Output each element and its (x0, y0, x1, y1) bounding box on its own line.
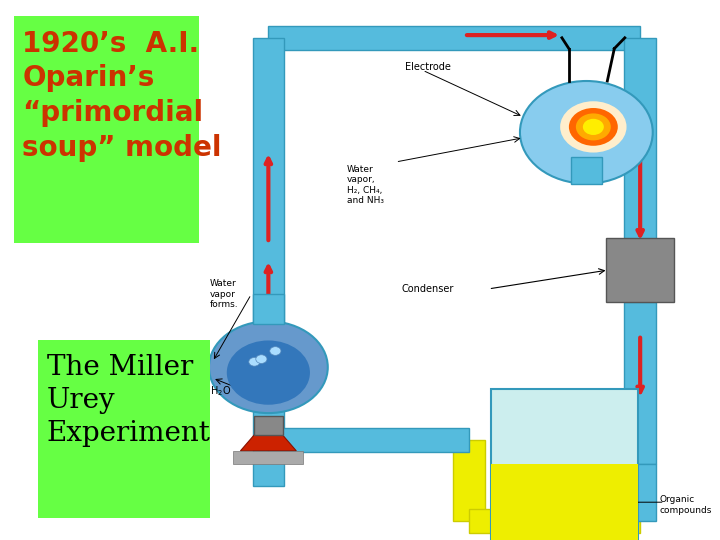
Text: The Miller
Urey
Experiment: The Miller Urey Experiment (47, 354, 211, 447)
Polygon shape (240, 418, 297, 451)
Circle shape (583, 119, 604, 135)
FancyBboxPatch shape (14, 16, 199, 243)
Circle shape (569, 108, 618, 146)
FancyBboxPatch shape (571, 157, 602, 184)
Text: Water
vapor
forms.: Water vapor forms. (210, 279, 238, 309)
Text: Water
vapor,
H₂, CH₄,
and NH₃: Water vapor, H₂, CH₄, and NH₃ (346, 165, 384, 205)
Text: Electrode: Electrode (405, 63, 451, 72)
Text: Condenser: Condenser (402, 284, 454, 294)
FancyArrow shape (453, 440, 485, 521)
FancyArrow shape (469, 509, 640, 534)
FancyBboxPatch shape (253, 294, 284, 324)
Text: 1920’s  A.I.
Oparin’s
“primordial
soup” model: 1920’s A.I. Oparin’s “primordial soup” m… (22, 30, 222, 161)
Circle shape (270, 347, 281, 355)
Text: H$_2$O: H$_2$O (210, 384, 231, 399)
FancyArrow shape (624, 464, 656, 521)
FancyArrow shape (624, 302, 656, 464)
Circle shape (520, 81, 653, 184)
FancyBboxPatch shape (606, 238, 675, 302)
FancyArrow shape (269, 25, 640, 50)
Circle shape (256, 355, 267, 363)
Circle shape (560, 102, 626, 152)
FancyBboxPatch shape (233, 451, 303, 464)
Circle shape (227, 341, 310, 405)
FancyBboxPatch shape (38, 340, 210, 518)
FancyBboxPatch shape (253, 416, 283, 435)
Circle shape (209, 321, 328, 413)
FancyBboxPatch shape (491, 464, 638, 540)
Text: Organic
compounds: Organic compounds (660, 495, 712, 515)
FancyBboxPatch shape (491, 389, 638, 540)
FancyArrow shape (269, 428, 469, 453)
FancyArrow shape (624, 38, 656, 281)
Circle shape (576, 113, 611, 140)
FancyBboxPatch shape (210, 0, 699, 540)
FancyArrow shape (253, 38, 284, 486)
Circle shape (249, 357, 260, 366)
